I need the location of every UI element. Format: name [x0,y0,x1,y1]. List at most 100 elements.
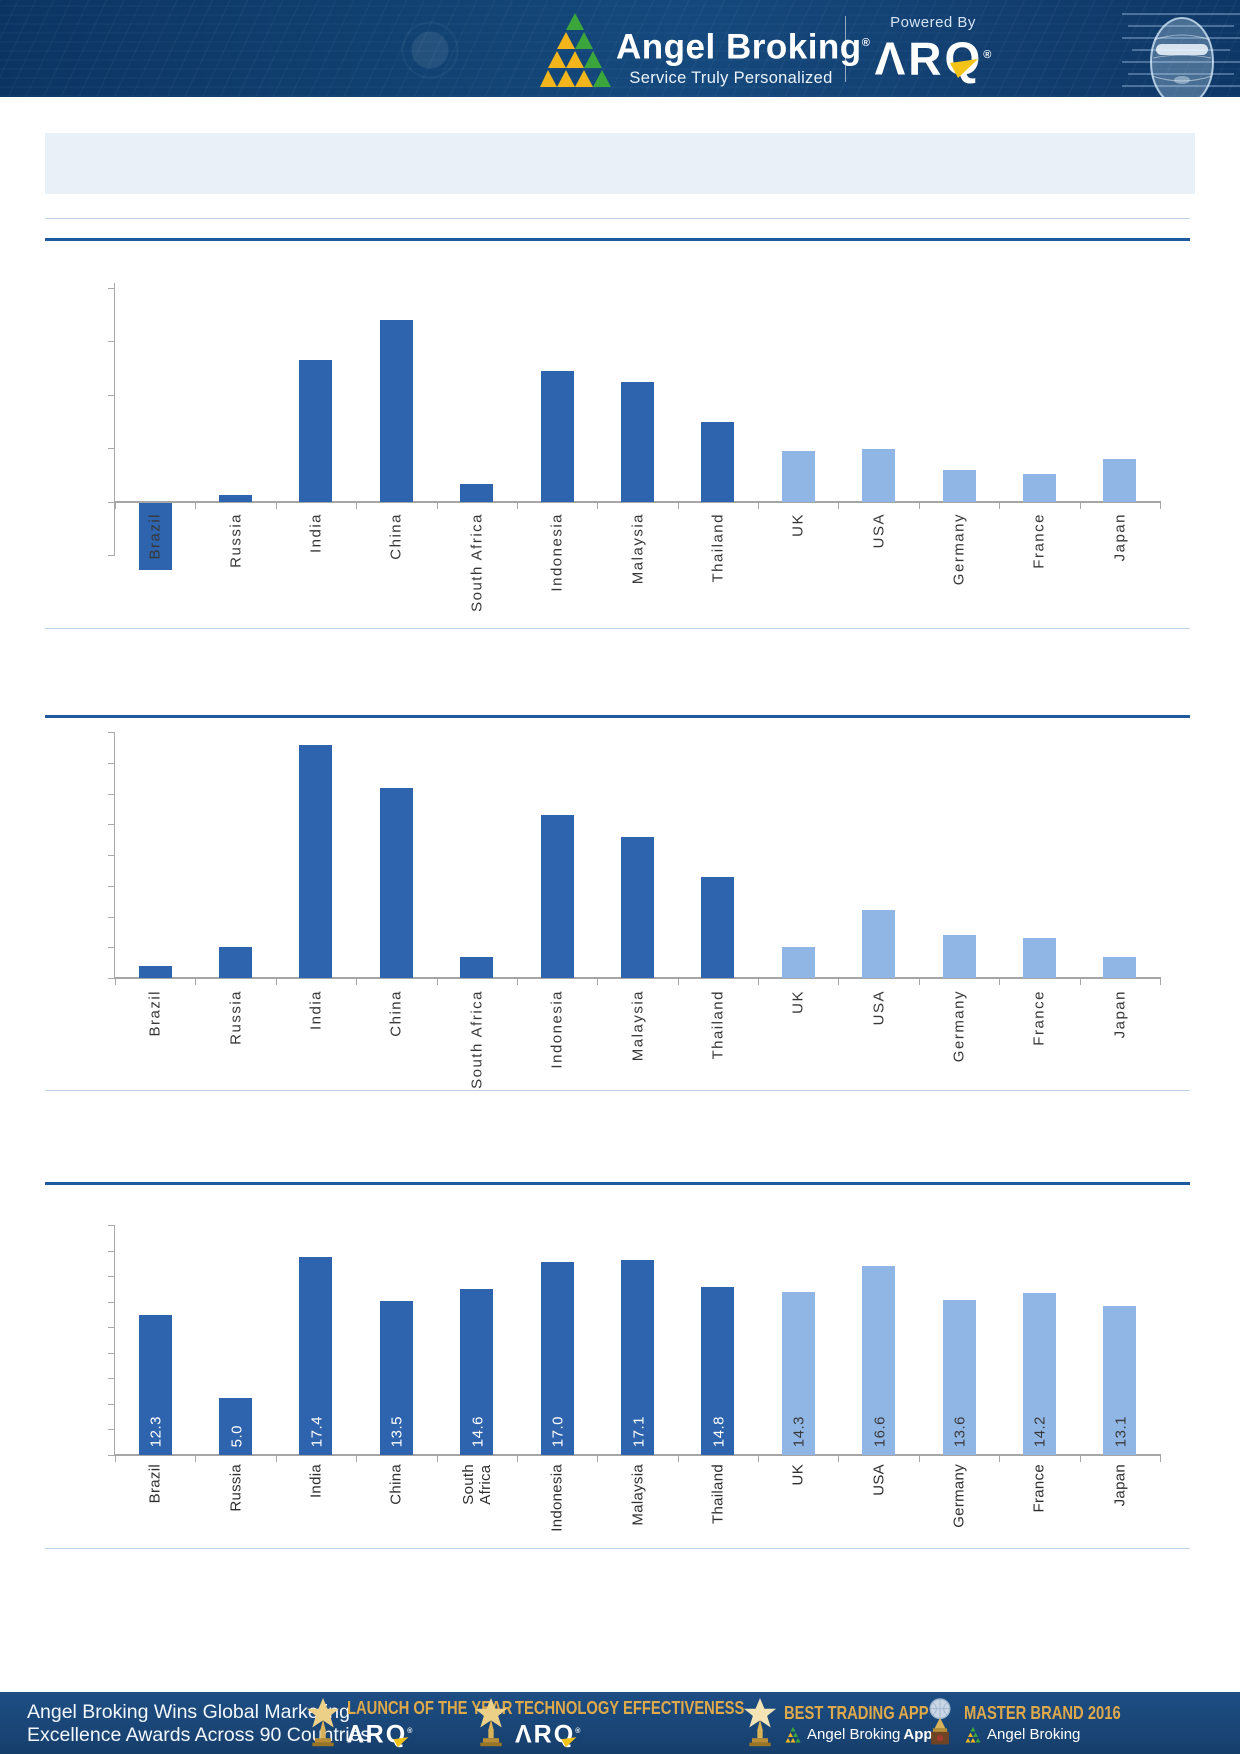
chart3-bar-south-africa [460,1289,493,1455]
award-launch-of-the-year: LAUNCH OF THE YEAR ΛRQ® [305,1698,549,1748]
chart3-data-label-south-africa: 14.6 [469,1415,487,1447]
chart1-bar-south-africa [460,484,493,502]
chart3-x-label-france: France [1030,1464,1048,1513]
chart1-bar-usa [862,449,895,502]
chart3-x-label-indonesia: Indonesia [548,1464,566,1532]
chart1-x-label-japan: Japan [1111,513,1129,562]
chart1-category-tick [195,503,196,509]
brand-registered-mark: ® [861,37,871,49]
chart2-x-label-france: France [1030,990,1048,1046]
chart3-data-label-china: 13.5 [388,1415,406,1447]
footer-headline: Angel Broking Wins Global Marketing Exce… [27,1701,370,1747]
arq-lightning-bolt-icon [950,59,979,79]
chart3-data-label-india: 17.4 [308,1415,326,1447]
chart3-x-label-malaysia: Malaysia [629,1464,647,1526]
chart2-x-label-germany: Germany [950,990,968,1063]
angel-broking-mini-logo-icon [785,1726,801,1742]
chart1-y-tick [108,555,114,556]
chart1-category-tick [437,503,438,509]
chart3-y-tick [108,1276,114,1277]
chart2-x-label-india: India [307,990,325,1031]
chart3-data-label-brazil: 12.3 [147,1415,165,1447]
chart3-category-tick [1160,1456,1161,1462]
chart1-x-label-india: India [307,513,325,554]
footer-headline-line2: Excellence Awards Across 90 Countries [27,1724,371,1746]
chart1-bar-china [380,320,413,502]
chart2-bar-india [299,745,332,978]
chart1-x-label-indonesia: Indonesia [548,513,566,592]
chart3-x-label-usa: USA [870,1464,888,1496]
award-technology-effectiveness: TECHNOLOGY EFFECTIVENESS ΛRQ® [473,1698,795,1748]
section-3-heading-rule [45,1182,1190,1185]
award-title: LAUNCH OF THE YEAR [347,1698,513,1719]
header-tech-pattern [0,0,1240,97]
chart3-y-tick [108,1302,114,1303]
chart3-y-tick [108,1378,114,1379]
chart1-y-tick [108,341,114,342]
chart1-bar-malaysia [621,382,654,502]
chart3-category-tick [115,1456,116,1462]
chart2-category-tick [115,979,116,985]
chart2-y-tick [108,732,114,733]
chart2-bar-uk [782,947,815,978]
chart1-category-tick [276,503,277,509]
chart3-bar-uk [782,1292,815,1455]
section-3-bottom-line [45,1548,1190,1549]
arq-lightning-bolt-icon [561,1736,577,1747]
chart3-category-tick [517,1456,518,1462]
chart3-data-label-japan: 13.1 [1112,1415,1130,1447]
chart1-category-tick [838,503,839,509]
chart3-data-label-indonesia: 17.0 [549,1415,567,1447]
chart3-category-tick [195,1456,196,1462]
chart2-category-tick [919,979,920,985]
chart3-category-tick [276,1456,277,1462]
chart1-category-tick [517,503,518,509]
chart2-x-label-japan: Japan [1111,990,1129,1039]
award-master-brand-2016: MASTER BRAND 2016 Angel Broking [922,1698,1155,1748]
chart1-category-tick [919,503,920,509]
chart2-category-tick [999,979,1000,985]
award-angel-broking-logo: Angel Broking [964,1726,1155,1743]
chart2-y-tick [108,763,114,764]
chart2-bar-germany [943,935,976,978]
award-title: MASTER BRAND 2016 [964,1703,1121,1723]
brand-name: Angel Broking® [616,27,871,67]
award-title: BEST TRADING APP [784,1703,929,1723]
chart2-category-tick [276,979,277,985]
robot-head-graphic [1122,13,1240,97]
award-arq-logo: ΛRQ® [515,1720,583,1749]
chart3-category-tick [758,1456,759,1462]
chart1-x-label-germany: Germany [950,513,968,586]
chart3-category-tick [838,1456,839,1462]
footer-headline-line1: Angel Broking Wins Global Marketing [27,1701,350,1723]
chart1-y-tick [108,448,114,449]
chart1-bar-uk [782,451,815,502]
page-title-box [45,133,1195,194]
award-title: TECHNOLOGY EFFECTIVENESS [515,1698,745,1719]
section-separator-line [45,218,1190,219]
header-divider [845,16,846,82]
chart1-y-tick [108,395,114,396]
trophy-star-icon [743,1698,777,1747]
chart1-category-tick [356,503,357,509]
section-3-heading [45,1155,1190,1179]
chart1-bar-indonesia [541,371,574,502]
chart2-bar-japan [1103,957,1136,978]
award-best-trading-app: BEST TRADING APP Angel Broking App [742,1698,960,1748]
chart2-x-label-usa: USA [870,990,888,1026]
chart2-bar-russia [219,947,252,978]
chart3-y-tick [108,1455,114,1456]
chart2-x-label-thailand: Thailand [709,990,727,1060]
brand-block: Angel Broking® Service Truly Personalize… [616,26,870,88]
chart3-y-tick [108,1404,114,1405]
chart1-category-tick [1080,503,1081,509]
chart3-category-tick [1080,1456,1081,1462]
chart3-data-label-russia: 5.0 [228,1424,246,1447]
chart1-x-label-malaysia: Malaysia [629,513,647,585]
chart1-category-tick [1160,503,1161,509]
chart1-x-label-thailand: Thailand [709,513,727,583]
arq-wordmark-text: ΛRQ [874,32,984,85]
header-banner: Angel Broking® Service Truly Personalize… [0,0,1240,97]
section-2-bottom-line [45,1090,1190,1091]
chart3-data-label-malaysia: 17.1 [630,1415,648,1447]
